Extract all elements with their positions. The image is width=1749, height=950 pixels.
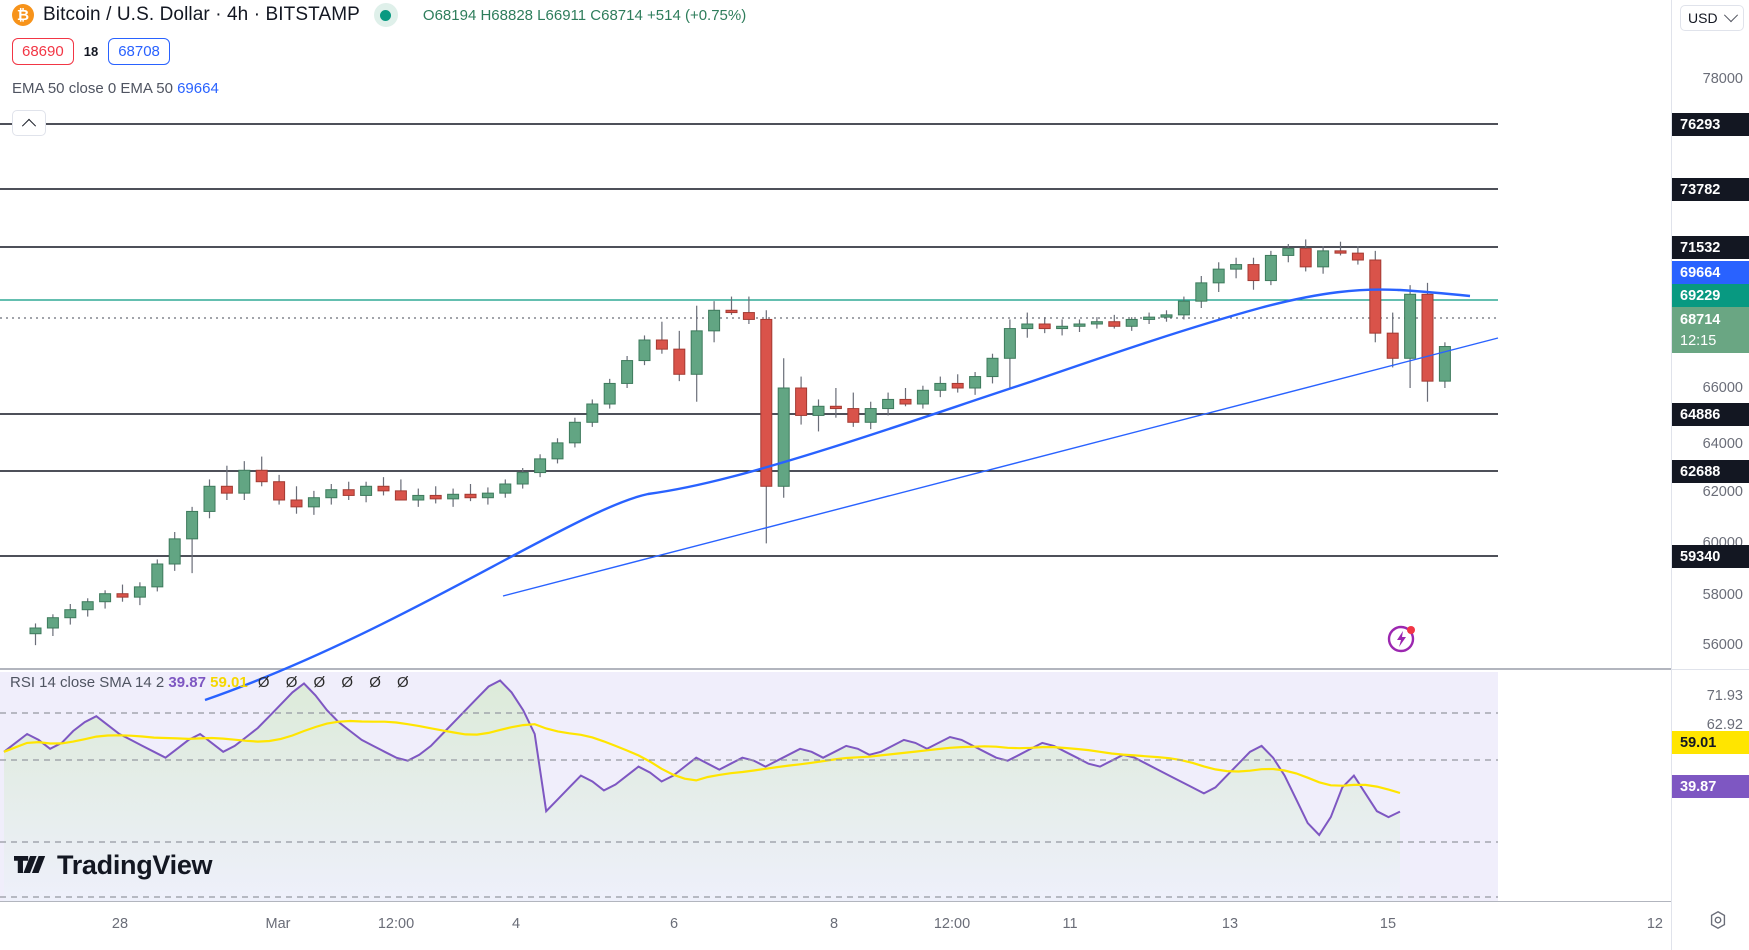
time-tick: 12:00	[933, 916, 971, 932]
rsi-axis-tick: 62.92	[1706, 717, 1743, 733]
axis-tick: 62000	[1702, 484, 1743, 500]
rsi-axis-tick: 71.93	[1706, 688, 1743, 704]
bitcoin-icon: ₿	[12, 4, 34, 26]
chevron-down-icon	[1723, 8, 1739, 23]
settings-gear-icon[interactable]	[1707, 909, 1729, 936]
ema50-line	[204, 288, 1471, 702]
rsi-legend-value: 39.87	[168, 674, 206, 691]
rsi-indicator-legend[interactable]: RSI 14 close SMA 14 2 39.87 59.01 Ø Ø Ø …	[10, 674, 415, 691]
market-open-dot-icon	[373, 3, 398, 27]
axis-tick: 78000	[1702, 71, 1743, 87]
axis-tick: 58000	[1702, 587, 1743, 603]
ask-price-badge[interactable]: 68708	[108, 38, 170, 65]
bar-countdown: 12:15	[1680, 333, 1717, 350]
ema-indicator-legend[interactable]: EMA 50 close 0 EMA 50 69664	[12, 80, 219, 97]
spread-value: 18	[83, 44, 99, 59]
rsi-empty-values: Ø Ø Ø Ø Ø Ø	[257, 674, 415, 691]
time-tick: 12:00	[377, 916, 415, 932]
price-level-badge[interactable]: 71532	[1672, 236, 1749, 259]
last-price-badge[interactable]: 69229	[1672, 284, 1749, 307]
price-level-badge[interactable]: 62688	[1672, 460, 1749, 483]
rsi-legend-label: RSI 14 close SMA 14 2	[10, 674, 165, 691]
rsi-sma-badge[interactable]: 59.01	[1672, 731, 1749, 754]
rsi-band-lines	[0, 712, 1498, 898]
price-level-badge[interactable]: 73782	[1672, 178, 1749, 201]
time-tick: 4	[511, 916, 521, 932]
rsi-line	[3, 679, 1401, 837]
time-tick: 28	[111, 916, 129, 932]
time-tick: Mar	[265, 916, 291, 932]
time-tick: 8	[829, 916, 839, 932]
chart-header: ₿ Bitcoin / U.S. Dollar · 4h · BITSTAMP …	[12, 3, 746, 27]
bid-price-badge[interactable]: 68690	[12, 38, 74, 65]
rsi-area-fill	[4, 680, 1400, 902]
axis-tick: 56000	[1702, 637, 1743, 653]
currency-selector[interactable]: USD	[1680, 5, 1744, 31]
trend-line	[502, 337, 1499, 597]
currency-value: USD	[1688, 10, 1718, 26]
price-axis[interactable]: USD 78000 72000 66000 64000 62000 60000 …	[1671, 0, 1749, 950]
tradingview-logo-icon	[14, 856, 46, 874]
symbol-title[interactable]: Bitcoin / U.S. Dollar · 4h · BITSTAMP	[43, 4, 360, 25]
zap-alert-icon[interactable]	[1386, 622, 1418, 659]
tradingview-watermark: TradingView	[14, 850, 213, 881]
time-tick: 13	[1221, 916, 1239, 932]
ema-legend-value: 69664	[177, 80, 219, 97]
price-level-badge[interactable]: 76293	[1672, 113, 1749, 136]
time-tick: 6	[669, 916, 679, 932]
watermark-text: TradingView	[57, 850, 213, 880]
current-price-countdown-badge[interactable]: 68714 12:15	[1672, 307, 1749, 353]
quote-badges: 68690 18 68708	[12, 38, 170, 65]
current-price-value: 68714	[1680, 312, 1721, 328]
price-level-badge[interactable]: 59340	[1672, 545, 1749, 568]
rsi-sma-line	[3, 719, 1401, 795]
collapse-pane-button[interactable]	[12, 110, 46, 136]
axis-tick: 64000	[1702, 436, 1743, 452]
rsi-sma-legend-value: 59.01	[210, 674, 248, 691]
rsi-value-badge[interactable]: 39.87	[1672, 775, 1749, 798]
time-axis[interactable]: 28 Mar 12:00 4 6 8 12:00 11 13 15 12	[0, 901, 1671, 950]
time-tick-right: 12	[1646, 916, 1663, 932]
ema-legend-label: EMA 50 close 0 EMA 50	[12, 80, 173, 97]
candlestick-series	[29, 239, 1451, 646]
ohlc-values: O68194 H68828 L66911 C68714 +514 (+0.75%…	[422, 6, 747, 24]
ema-price-badge[interactable]: 69664	[1672, 261, 1749, 284]
price-level-badge[interactable]: 64886	[1672, 403, 1749, 426]
time-tick: 11	[1062, 916, 1078, 932]
chevron-up-icon	[21, 118, 37, 133]
axis-tick: 66000	[1702, 380, 1743, 396]
time-tick: 15	[1379, 916, 1397, 932]
